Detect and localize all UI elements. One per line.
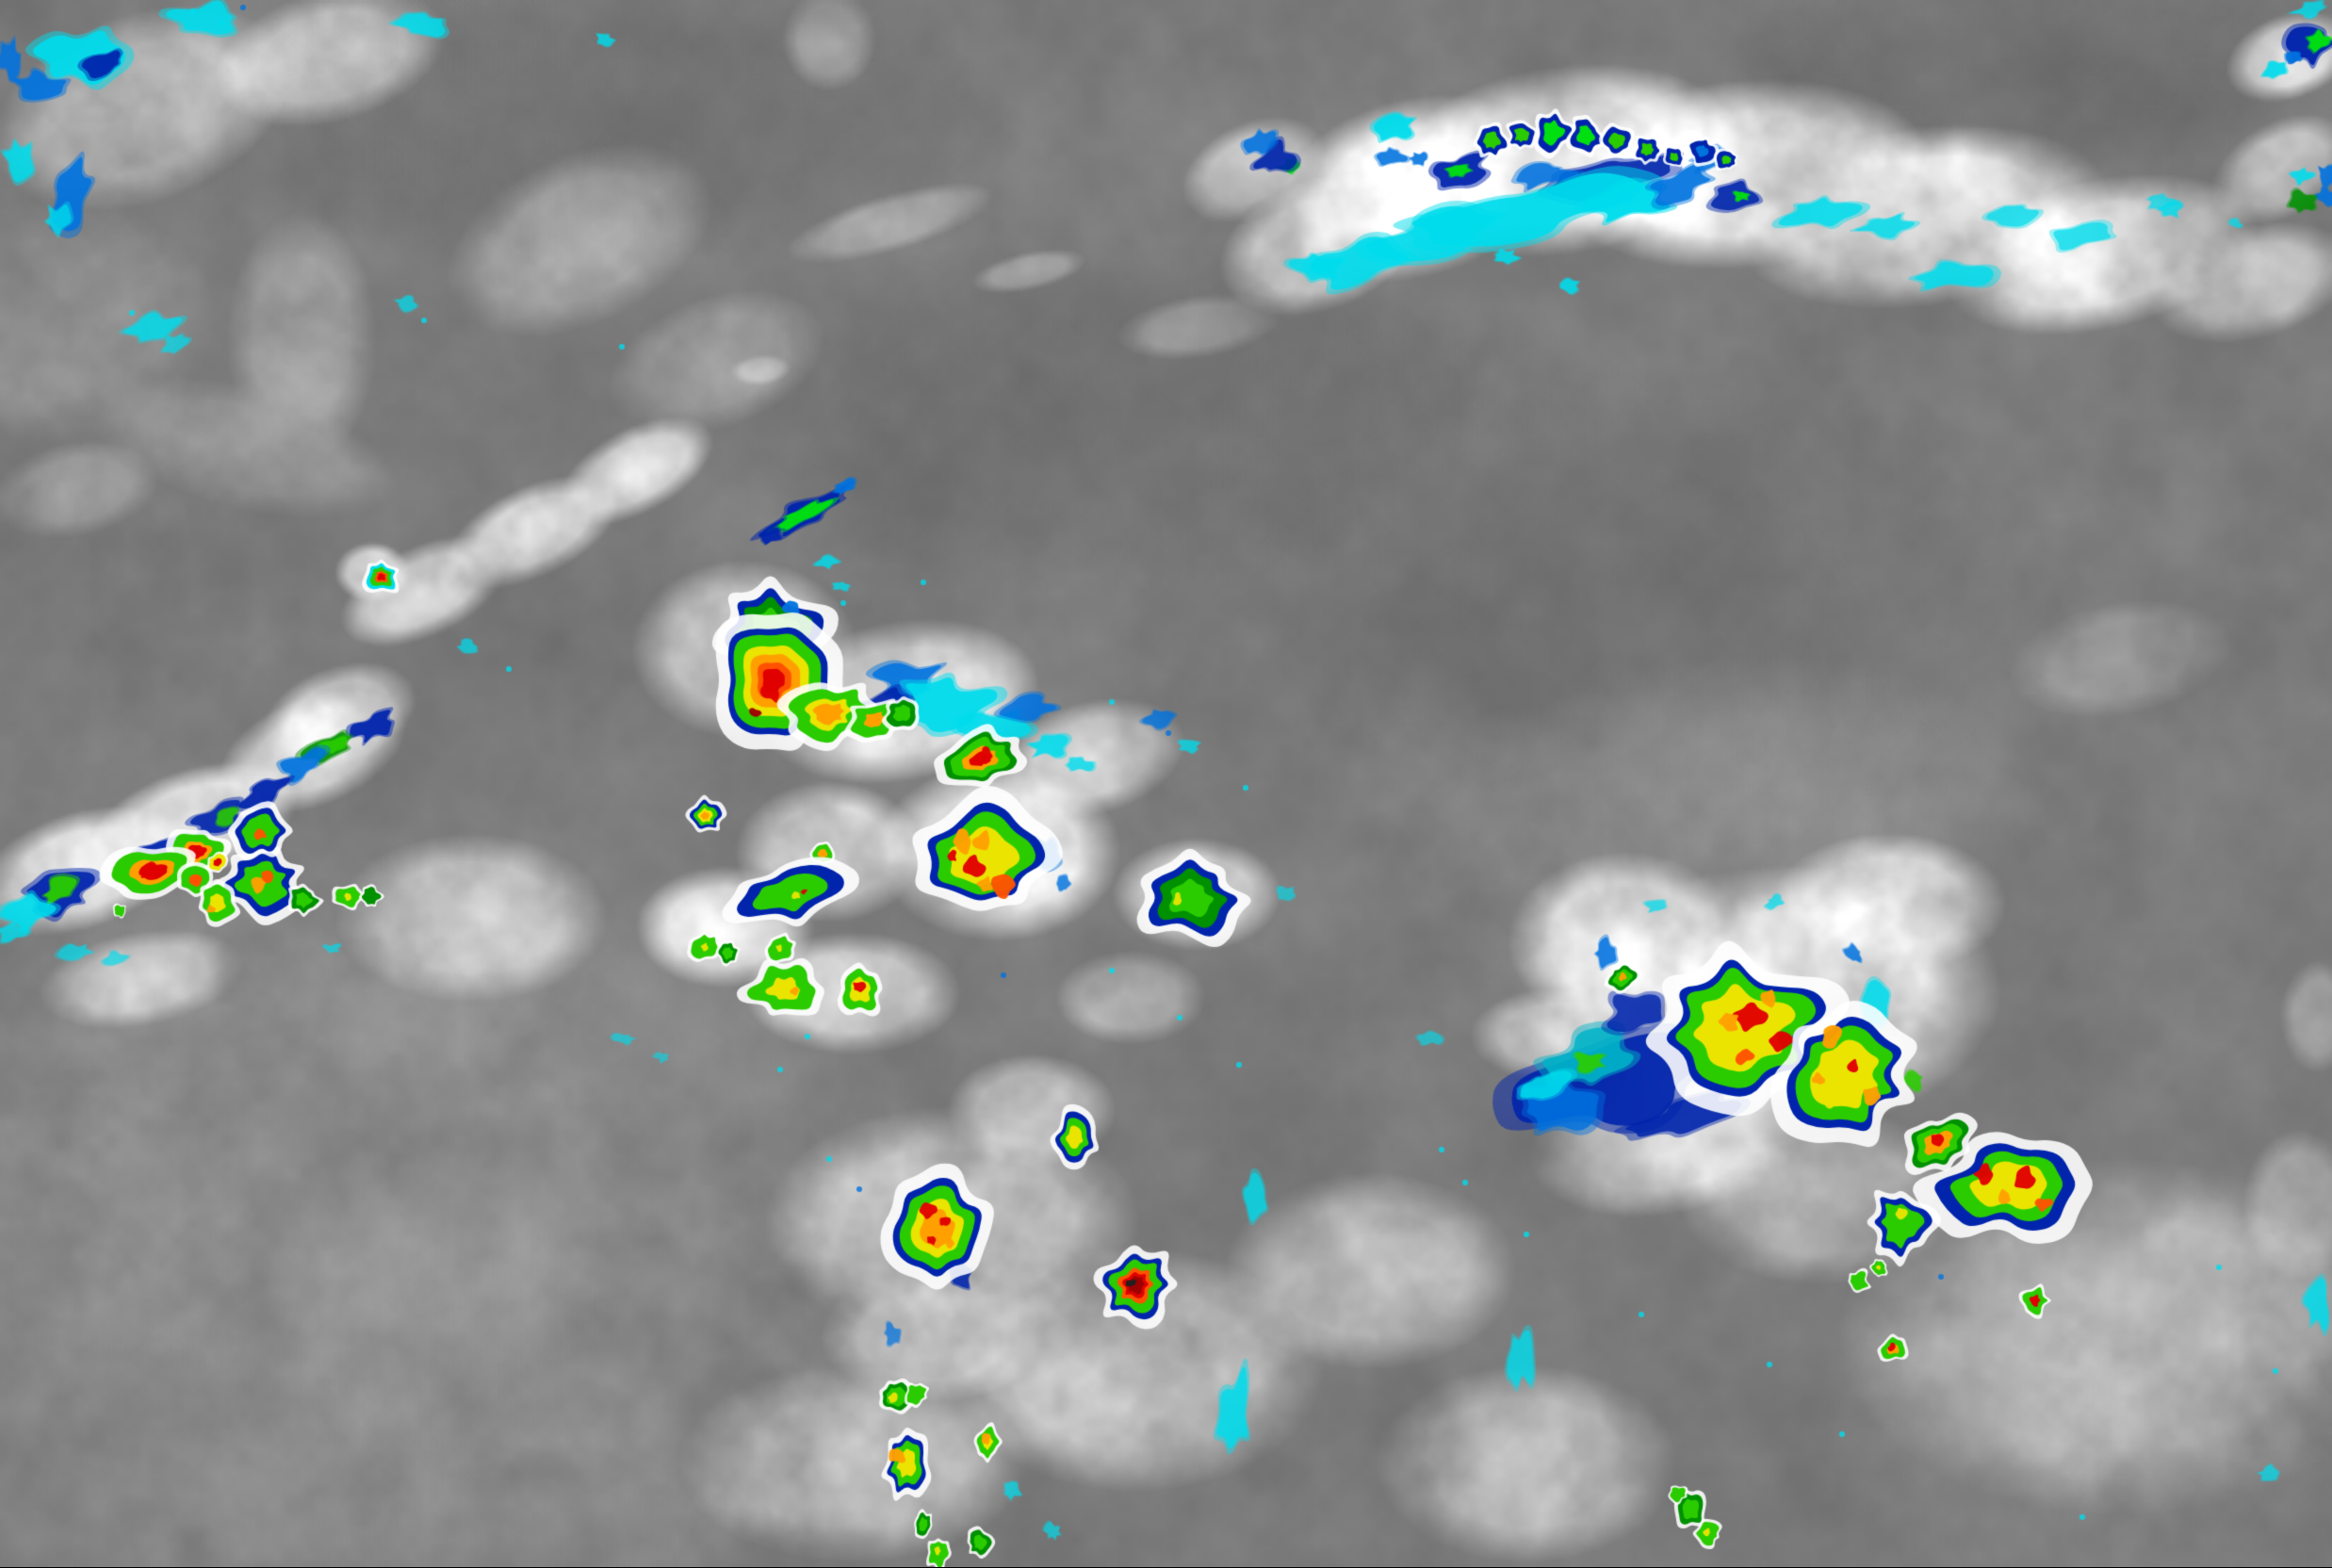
satellite-image-canvas [0,0,2332,1567]
satellite-image: Color-enhanced infrared weather satellit… [0,0,2332,1567]
